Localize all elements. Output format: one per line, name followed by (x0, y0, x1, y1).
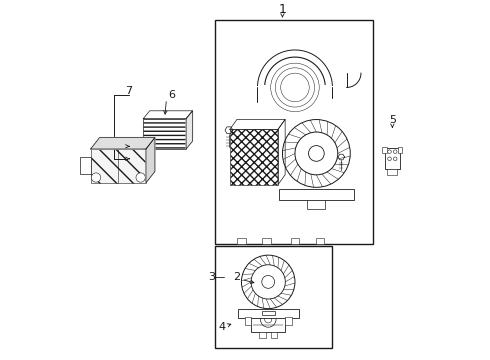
Bar (291, 238, 299, 244)
Bar (215, 20, 373, 244)
Bar (262, 238, 270, 244)
Bar (388, 170, 397, 175)
Bar (398, 147, 402, 153)
Bar (307, 200, 325, 209)
Circle shape (393, 150, 397, 153)
Polygon shape (146, 138, 155, 183)
Text: 4: 4 (218, 322, 225, 332)
Bar (262, 311, 274, 315)
Circle shape (282, 120, 350, 187)
Circle shape (92, 173, 100, 182)
Bar (385, 148, 400, 170)
Circle shape (343, 192, 347, 197)
Bar (316, 238, 324, 244)
Polygon shape (186, 111, 193, 149)
Text: 2: 2 (234, 272, 241, 282)
Bar (245, 317, 251, 325)
Circle shape (388, 157, 392, 161)
Text: 1: 1 (278, 3, 286, 16)
Bar (251, 310, 285, 332)
Circle shape (388, 150, 392, 153)
Circle shape (260, 311, 276, 327)
Circle shape (295, 132, 338, 175)
Polygon shape (91, 138, 155, 149)
Circle shape (262, 275, 274, 288)
Text: 5: 5 (390, 115, 396, 125)
Circle shape (393, 157, 397, 161)
Bar (230, 129, 278, 185)
Bar (91, 149, 146, 183)
Circle shape (136, 173, 145, 182)
Circle shape (309, 145, 324, 161)
Circle shape (265, 316, 272, 323)
Bar (80, 157, 91, 174)
Bar (215, 246, 332, 348)
Bar (285, 317, 292, 325)
Bar (238, 309, 298, 318)
Circle shape (251, 265, 285, 299)
Bar (382, 147, 387, 153)
Bar (143, 119, 186, 149)
Text: 3: 3 (208, 272, 215, 282)
Circle shape (285, 192, 290, 197)
Text: 6: 6 (169, 90, 175, 100)
Bar (279, 189, 354, 200)
Bar (259, 332, 266, 338)
Bar (271, 332, 277, 338)
Circle shape (242, 255, 295, 309)
Bar (237, 238, 245, 244)
Text: 7: 7 (125, 86, 133, 96)
